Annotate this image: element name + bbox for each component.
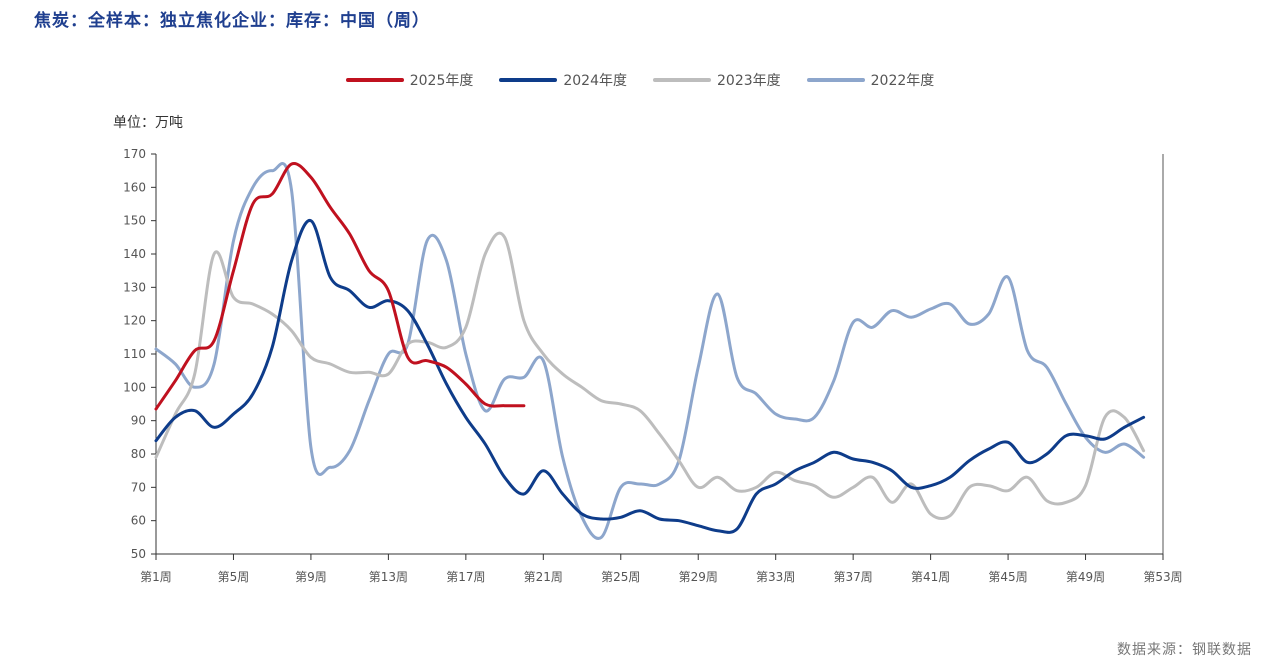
x-tick-label: 第37周 bbox=[834, 570, 873, 584]
x-tick-label: 第21周 bbox=[524, 570, 563, 584]
legend-item-2022[interactable]: 2022年度 bbox=[806, 70, 935, 90]
y-tick-label: 70 bbox=[131, 480, 146, 494]
legend-item-2025[interactable]: 2025年度 bbox=[345, 70, 474, 90]
y-tick-label: 150 bbox=[123, 214, 146, 228]
page-title: 焦炭：全样本：独立焦化企业：库存：中国（周） bbox=[34, 11, 430, 31]
legend-swatch-2024 bbox=[499, 78, 558, 82]
source-label: 数据来源：钢联数据 bbox=[1117, 642, 1252, 658]
x-tick-label: 第13周 bbox=[369, 570, 408, 584]
legend-item-2024[interactable]: 2024年度 bbox=[499, 70, 627, 90]
series-line-2023 bbox=[154, 231, 1146, 520]
x-tick-label: 第5周 bbox=[218, 570, 250, 584]
x-tick-label: 第9周 bbox=[295, 570, 327, 584]
y-tick-label: 90 bbox=[131, 414, 146, 428]
y-tick-label: 170 bbox=[123, 147, 146, 161]
legend-swatch-2022 bbox=[806, 78, 865, 82]
y-tick-label: 60 bbox=[131, 514, 146, 528]
unit-label: 单位：万吨 bbox=[113, 115, 183, 131]
x-tick-label: 第41周 bbox=[911, 570, 950, 584]
y-tick-label: 80 bbox=[131, 447, 146, 461]
series-line-2025 bbox=[154, 161, 526, 411]
legend-label-2023: 2023年度 bbox=[717, 73, 781, 89]
series-line-2022 bbox=[154, 162, 1146, 540]
chart-legend: 2025年度 2024年度 2023年度 2022年度 bbox=[0, 70, 1280, 90]
y-tick-label: 140 bbox=[123, 247, 146, 261]
legend-label-2022: 2022年度 bbox=[870, 73, 935, 89]
x-tick-label: 第29周 bbox=[679, 570, 718, 584]
y-tick-label: 100 bbox=[123, 380, 146, 394]
legend-swatch-2023 bbox=[653, 78, 711, 82]
x-tick-label: 第45周 bbox=[988, 570, 1027, 584]
x-tick-label: 第53周 bbox=[1143, 570, 1182, 584]
legend-swatch-2025 bbox=[345, 78, 404, 82]
legend-label-2024: 2024年度 bbox=[563, 73, 627, 89]
x-tick-label: 第33周 bbox=[756, 570, 795, 584]
y-tick-label: 50 bbox=[131, 547, 146, 561]
x-tick-label: 第1周 bbox=[140, 570, 172, 584]
x-tick-label: 第25周 bbox=[601, 570, 640, 584]
y-tick-label: 120 bbox=[123, 314, 146, 328]
legend-label-2025: 2025年度 bbox=[409, 73, 474, 89]
y-tick-label: 160 bbox=[123, 180, 146, 194]
y-tick-label: 130 bbox=[123, 280, 146, 294]
y-tick-label: 110 bbox=[123, 347, 146, 361]
x-tick-label: 第49周 bbox=[1066, 570, 1105, 584]
legend-item-2023[interactable]: 2023年度 bbox=[653, 70, 781, 90]
series-line-2024 bbox=[154, 219, 1146, 534]
x-tick-label: 第17周 bbox=[446, 570, 485, 584]
